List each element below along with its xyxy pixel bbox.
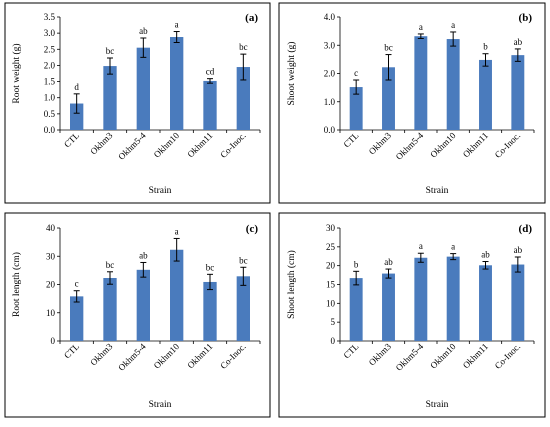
chart-panel-1: 0.00.51.01.52.02.53.03.5dCTLbcOkhm3abOkh… (4, 2, 271, 204)
significance-label: a (451, 242, 455, 252)
bar (414, 36, 428, 130)
significance-label: a (419, 22, 423, 32)
panel-label: (d) (519, 223, 533, 235)
panel-frame (278, 2, 546, 204)
significance-label: cd (206, 67, 215, 77)
bar (446, 39, 460, 130)
bar (382, 67, 395, 130)
significance-label: b (354, 259, 359, 269)
bar (382, 273, 395, 341)
significance-label: c (354, 68, 358, 78)
significance-label: ab (139, 250, 148, 260)
chart-panel-2: 0.01.02.03.04.0cCTLbcOkhm3aOkhm5-4aOkhm1… (278, 2, 546, 204)
y-tick-label: 0.5 (44, 109, 56, 119)
bar (511, 55, 525, 131)
panel-label: (c) (246, 223, 259, 235)
significance-label: a (451, 20, 455, 30)
significance-label: a (175, 20, 179, 30)
x-axis-title: Strain (149, 186, 172, 196)
y-tick-label: 10 (46, 308, 56, 318)
bar (136, 269, 150, 341)
bar (479, 265, 492, 341)
bar (203, 281, 217, 341)
significance-label: bc (384, 43, 393, 53)
bar (170, 249, 184, 341)
bar (70, 103, 84, 130)
y-tick-label: 20 (46, 280, 56, 290)
y-tick-label: 1.0 (324, 97, 336, 107)
significance-label: c (75, 279, 79, 289)
bar (446, 256, 460, 341)
y-tick-label: 3.0 (44, 28, 56, 38)
significance-label: bc (106, 260, 115, 270)
bar (236, 67, 250, 130)
significance-label: ab (514, 37, 523, 47)
bar (170, 37, 184, 130)
significance-label: ab (384, 257, 393, 267)
x-axis-title: Strain (426, 186, 449, 196)
y-tick-label: 2.0 (324, 69, 336, 79)
significance-label: ab (481, 250, 490, 260)
y-tick-label: 30 (46, 251, 56, 261)
significance-label: bc (206, 262, 215, 272)
x-axis-title: Strain (149, 400, 172, 410)
y-tick-label: 5 (331, 317, 336, 327)
y-tick-label: 3.5 (44, 12, 56, 22)
y-tick-label: 20 (326, 261, 336, 271)
x-axis-title: Strain (426, 400, 449, 410)
significance-label: ab (514, 245, 523, 255)
y-axis-title: Shoot length (cm) (286, 250, 297, 319)
significance-label: bc (239, 255, 248, 265)
panel-label: (b) (519, 12, 533, 24)
y-tick-label: 1.0 (44, 93, 56, 103)
significance-label: ab (139, 26, 148, 36)
significance-label: b (483, 42, 488, 52)
bar (203, 80, 217, 130)
significance-label: bc (239, 42, 248, 52)
y-axis-title: Root weight (g) (11, 43, 22, 103)
y-tick-label: 0.0 (44, 125, 56, 135)
bar (414, 257, 428, 341)
y-axis-title: Root length (cm) (11, 252, 22, 317)
y-tick-label: 0 (331, 336, 336, 346)
y-tick-label: 10 (326, 298, 336, 308)
bar (103, 66, 117, 130)
bar (479, 59, 492, 130)
bar (349, 278, 363, 341)
y-tick-label: 1.5 (44, 77, 56, 87)
y-tick-label: 2.0 (44, 60, 56, 70)
bar (103, 278, 117, 341)
y-tick-label: 2.5 (44, 44, 56, 54)
bar (136, 47, 150, 130)
significance-label: a (419, 241, 423, 251)
significance-label: bc (106, 46, 115, 56)
y-tick-label: 15 (326, 280, 336, 290)
bar (511, 264, 525, 341)
y-tick-label: 3.0 (324, 40, 336, 50)
significance-label: d (74, 82, 79, 92)
y-tick-label: 30 (326, 223, 336, 233)
bar (349, 87, 363, 130)
chart-panel-3: 010203040cCTLbcOkhm3abOkhm5-4aOkhm10bcOk… (4, 212, 271, 418)
panel-frame (278, 212, 546, 418)
y-tick-label: 0 (51, 336, 56, 346)
bar (70, 296, 84, 341)
bar (236, 276, 250, 341)
panel-label: (a) (245, 12, 258, 24)
significance-label: a (175, 226, 179, 236)
chart-panel-4: 051015202530bCTLabOkhm3aOkhm5-4aOkhm10ab… (278, 212, 546, 418)
y-tick-label: 4.0 (324, 12, 336, 22)
y-tick-label: 25 (326, 242, 336, 252)
y-axis-title: Shoot weight (g) (286, 42, 297, 106)
y-tick-label: 0.0 (324, 125, 336, 135)
y-tick-label: 40 (46, 223, 56, 233)
